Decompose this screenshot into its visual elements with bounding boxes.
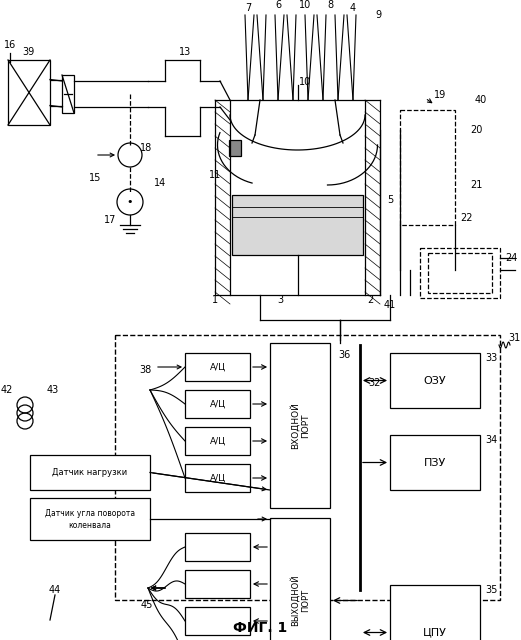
Text: 5: 5 (387, 195, 393, 205)
Text: А/Ц: А/Ц (209, 399, 226, 408)
Text: 34: 34 (485, 435, 497, 445)
Bar (185, 570, 250, 598)
Bar (30, 455, 150, 490)
Text: ФИГ. 1: ФИГ. 1 (233, 621, 287, 635)
Text: 36: 36 (338, 350, 350, 360)
Text: 24: 24 (505, 253, 517, 263)
Text: 3: 3 (277, 295, 283, 305)
Text: 4: 4 (350, 3, 356, 13)
Text: А/Ц: А/Ц (209, 436, 226, 445)
Text: 6: 6 (275, 0, 281, 10)
Text: 41: 41 (384, 300, 396, 310)
Text: 10: 10 (300, 77, 312, 87)
Bar (185, 607, 250, 635)
Text: 42: 42 (1, 385, 13, 395)
Text: 9: 9 (375, 10, 381, 20)
Text: 35: 35 (485, 585, 498, 595)
Text: 44: 44 (49, 585, 61, 595)
Bar (229, 140, 241, 156)
Text: 45: 45 (141, 600, 153, 610)
Text: 16: 16 (4, 40, 16, 50)
Bar (420, 248, 500, 298)
Text: 39: 39 (22, 47, 34, 57)
Text: 15: 15 (89, 173, 101, 183)
Text: 20: 20 (470, 125, 482, 135)
Bar (232, 195, 363, 255)
Text: 11: 11 (209, 170, 221, 180)
Text: 22: 22 (460, 213, 473, 223)
Bar (390, 585, 480, 640)
Bar (62, 75, 74, 113)
Text: 21: 21 (470, 180, 482, 190)
Bar (270, 518, 330, 640)
Bar (400, 110, 455, 225)
Bar (270, 343, 330, 508)
Text: ПЗУ: ПЗУ (424, 458, 446, 467)
Text: 32: 32 (368, 378, 380, 388)
Text: 17: 17 (104, 215, 116, 225)
Text: 31: 31 (508, 333, 520, 343)
Text: Датчик нагрузки: Датчик нагрузки (53, 468, 128, 477)
Bar (390, 435, 480, 490)
Text: 19: 19 (434, 90, 446, 100)
Bar (185, 353, 250, 381)
Bar (185, 390, 250, 418)
Text: 40: 40 (475, 95, 487, 105)
Text: 14: 14 (154, 178, 166, 188)
Text: коленвала: коленвала (69, 522, 111, 531)
Bar (30, 498, 150, 540)
Text: 10: 10 (299, 0, 311, 10)
Text: Датчик угла поворота: Датчик угла поворота (45, 509, 135, 518)
Text: 7: 7 (245, 3, 251, 13)
Bar (185, 533, 250, 561)
Text: •: • (127, 197, 133, 207)
Bar (8, 60, 50, 125)
Text: ЦПУ: ЦПУ (423, 627, 447, 637)
Bar (185, 427, 250, 455)
Text: ВХОДНОЙ
ПОРТ: ВХОДНОЙ ПОРТ (290, 402, 310, 449)
Bar (428, 253, 492, 293)
Text: А/Ц: А/Ц (209, 474, 226, 483)
Text: 18: 18 (140, 143, 152, 153)
Text: ВЫХОДНОЙ
ПОРТ: ВЫХОДНОЙ ПОРТ (290, 575, 310, 627)
Bar (390, 353, 480, 408)
Text: 1: 1 (212, 295, 218, 305)
Bar (115, 335, 500, 600)
Text: А/Ц: А/Ц (209, 362, 226, 371)
Text: 38: 38 (140, 365, 152, 375)
Text: 13: 13 (179, 47, 191, 57)
Text: 33: 33 (485, 353, 497, 363)
Text: 2: 2 (367, 295, 373, 305)
Bar (185, 464, 250, 492)
Text: ОЗУ: ОЗУ (424, 376, 446, 385)
Text: 8: 8 (327, 0, 333, 10)
Text: 43: 43 (47, 385, 59, 395)
